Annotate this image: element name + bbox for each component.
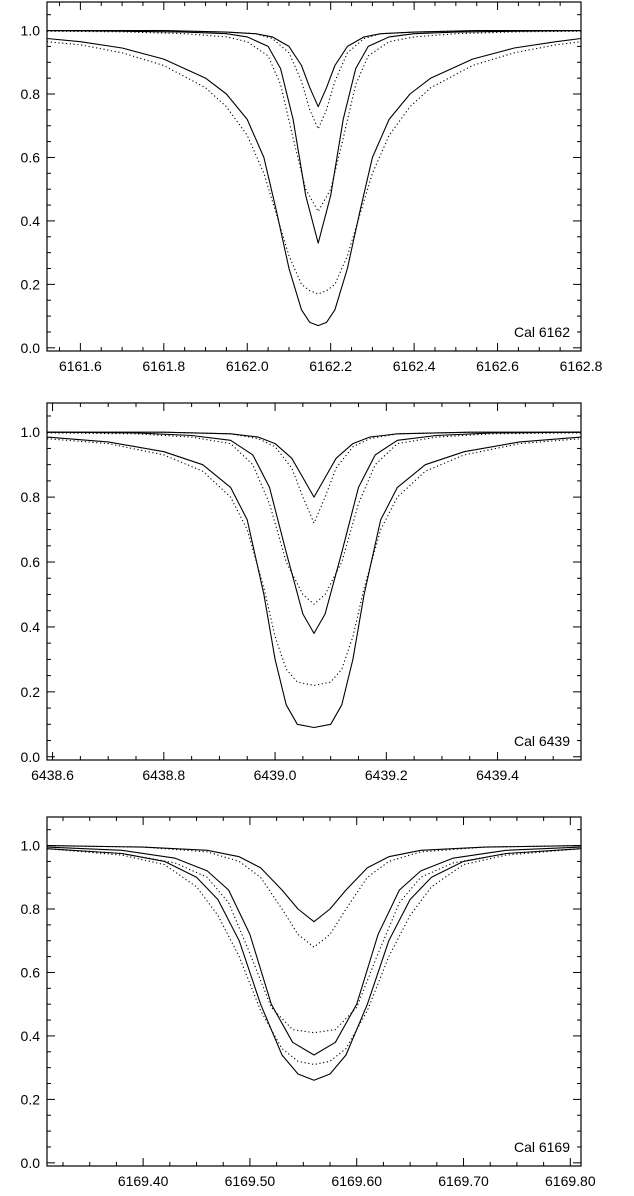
dotted-series-line: [46, 845, 582, 948]
y-tick-label: 0.6: [21, 964, 41, 980]
y-tick-label: 0.6: [21, 149, 41, 165]
solid-series-line: [46, 846, 582, 1056]
y-tick-label: 1.0: [21, 838, 41, 854]
y-tick-label: 1.0: [21, 424, 41, 440]
plot-frame: [46, 816, 582, 1167]
x-tick-label: 6169.40: [118, 1173, 169, 1189]
solid-series-line: [46, 37, 582, 327]
dotted-series-line: [46, 438, 582, 686]
chart-panel-cal-6162: 0.0 0.2 0.4 0.6 0.8 1.0 6161.6 6161.8 6162.0 6162…: [21, 1, 603, 374]
y-tick-label: 0.8: [21, 901, 41, 917]
x-tick-label: 6161.6: [59, 358, 102, 374]
y-tick-label: 0.2: [21, 1091, 41, 1107]
y-tick-label: 0.4: [21, 213, 41, 229]
dotted-series-line: [46, 432, 582, 605]
y-tick-label: 0.0: [21, 749, 41, 765]
y-tick-label: 0.8: [21, 86, 41, 102]
panel-annotation: Cal 6439: [514, 733, 570, 749]
panel-annotation: Cal 6162: [514, 324, 570, 340]
x-tick-label: 6439.4: [476, 767, 519, 783]
solid-series-line: [46, 436, 582, 729]
dotted-series-line: [46, 848, 582, 1034]
x-tick-label: 6169.70: [438, 1173, 489, 1189]
x-tick-label: 6162.6: [476, 358, 519, 374]
x-tick-label: 6438.8: [142, 767, 185, 783]
dotted-series-line: [47, 30, 581, 130]
y-tick-label: 0.6: [21, 554, 41, 570]
x-tick-label: 6439.0: [254, 767, 297, 783]
x-tick-label: 6439.2: [365, 767, 408, 783]
dotted-series-line: [46, 30, 582, 212]
dotted-series-line: [47, 431, 581, 524]
plot-frame: [46, 402, 582, 761]
y-tick-label: 1.0: [21, 23, 41, 39]
y-tick-label: 0.4: [21, 619, 41, 635]
solid-series-line: [46, 845, 582, 923]
x-tick-label: 6162.8: [560, 358, 603, 374]
x-tick-label: 6162.4: [393, 358, 436, 374]
chart-panel-cal-6439: 0.0 0.2 0.4 0.6 0.8 1.0 6438.6 6438.8 6439.0 6439…: [21, 402, 582, 783]
x-tick-label: 6438.6: [31, 767, 74, 783]
solid-series-line: [46, 30, 582, 244]
solid-series-line: [47, 30, 581, 108]
x-tick-label: 6169.50: [225, 1173, 276, 1189]
x-tick-label: 6161.8: [142, 358, 185, 374]
x-tick-label: 6162.0: [226, 358, 269, 374]
y-tick-label: 0.0: [21, 1155, 41, 1171]
x-tick-label: 6162.2: [309, 358, 352, 374]
y-tick-label: 0.4: [21, 1028, 41, 1044]
panel-annotation: Cal 6169: [514, 1139, 570, 1155]
chart-panel-cal-6169: 0.0 0.2 0.4 0.6 0.8 1.0 6169.40 6169.50 6169.60 6…: [21, 816, 596, 1189]
x-tick-label: 6169.60: [331, 1173, 382, 1189]
dotted-series-line: [46, 848, 582, 1066]
solid-series-line: [46, 848, 582, 1081]
y-tick-label: 0.8: [21, 489, 41, 505]
solid-series-line: [46, 431, 582, 634]
y-tick-label: 0.2: [21, 276, 41, 292]
plot-frame: [46, 1, 582, 352]
y-tick-label: 0.0: [21, 340, 41, 356]
y-tick-label: 0.2: [21, 684, 41, 700]
solid-series-line: [47, 431, 581, 498]
x-tick-label: 6169.80: [545, 1173, 596, 1189]
dotted-series-line: [46, 41, 582, 295]
